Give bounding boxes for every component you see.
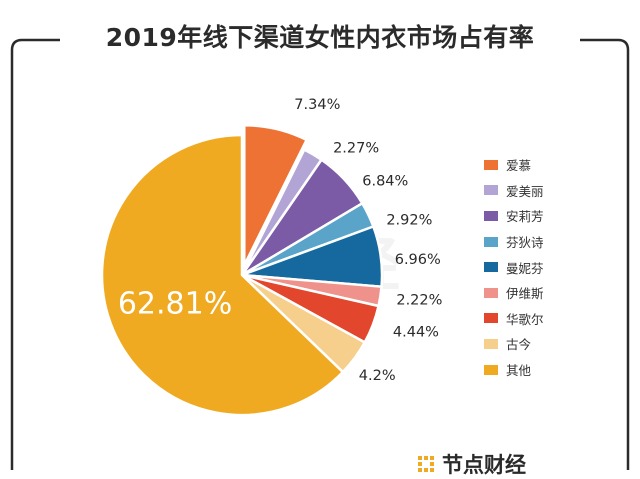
legend-swatch [484, 210, 498, 221]
legend-swatch [484, 185, 498, 196]
legend-label: 古今 [506, 337, 532, 353]
pie-slice-8 [100, 133, 345, 417]
legend-item-4: 曼妮芬 [484, 254, 544, 280]
legend-item-7: 古今 [484, 331, 544, 357]
legend-label: 芬狄诗 [506, 235, 544, 251]
legend-swatch [484, 159, 498, 170]
legend-swatch [484, 338, 498, 349]
data-label-0: 7.34% [294, 97, 340, 113]
legend-item-3: 芬狄诗 [484, 229, 544, 255]
data-label-3: 2.92% [386, 213, 432, 229]
legend-swatch [484, 287, 498, 298]
legend-swatch [484, 313, 498, 324]
data-label-6: 4.44% [393, 325, 439, 341]
data-label-1: 2.27% [333, 140, 379, 156]
legend: 爱慕爱美丽安莉芳芬狄诗曼妮芬伊维斯华歌尔古今其他 [484, 152, 544, 382]
legend-label: 爱慕 [506, 158, 532, 174]
legend-label: 安莉芳 [506, 209, 544, 225]
pie-slice-0 [243, 124, 308, 267]
legend-item-5: 伊维斯 [484, 280, 544, 306]
legend-swatch [484, 262, 498, 273]
data-label-8: 62.81% [118, 287, 232, 322]
legend-swatch [484, 236, 498, 247]
legend-item-8: 其他 [484, 357, 544, 383]
legend-label: 曼妮芬 [506, 260, 544, 276]
legend-label: 华歌尔 [506, 311, 544, 327]
legend-label: 伊维斯 [506, 286, 544, 302]
brand-logo-icon [418, 456, 434, 472]
legend-item-1: 爱美丽 [484, 178, 544, 204]
legend-swatch [484, 364, 498, 375]
legend-label: 爱美丽 [506, 183, 544, 199]
data-label-4: 6.96% [395, 252, 441, 268]
legend-label: 其他 [506, 363, 532, 379]
legend-item-6: 华歌尔 [484, 306, 544, 332]
chart-title: 2019年线下渠道女性内衣市场占有率 [0, 18, 640, 54]
legend-item-0: 爱慕 [484, 152, 544, 178]
data-label-7: 4.2% [359, 368, 396, 384]
legend-item-2: 安莉芳 [484, 203, 544, 229]
brand-name: 节点财经 [442, 453, 526, 477]
chart-title-text: 2019年线下渠道女性内衣市场占有率 [95, 23, 545, 52]
data-label-5: 2.22% [396, 292, 442, 308]
data-label-2: 6.84% [362, 173, 408, 189]
brand: 节点财经 [410, 449, 532, 479]
